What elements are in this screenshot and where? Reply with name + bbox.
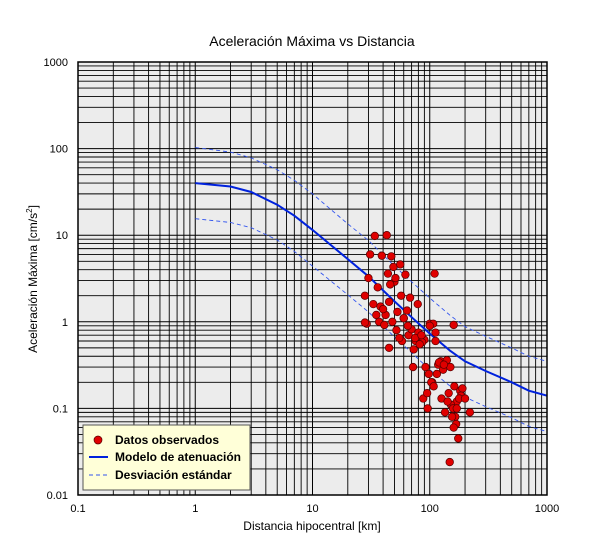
legend-label-model: Modelo de atenuación	[115, 450, 241, 464]
data-point	[402, 306, 412, 315]
data-point	[373, 283, 382, 292]
legend-marker-observed	[93, 435, 103, 445]
observed-points	[360, 231, 475, 467]
data-point	[378, 304, 388, 314]
y-tick-label: 10	[56, 230, 68, 242]
data-point	[445, 457, 454, 467]
data-point	[360, 318, 370, 327]
series-layer	[195, 147, 547, 467]
data-point	[369, 299, 378, 309]
x-tick-label: 0.1	[70, 503, 85, 515]
data-point	[365, 250, 375, 259]
data-point	[384, 297, 394, 306]
legend: Datos observados Modelo de atenuación Desv…	[82, 424, 251, 491]
legend-box	[82, 424, 251, 491]
y-tick-label: 0.01	[47, 490, 68, 502]
data-point	[370, 231, 379, 241]
legend-label-std: Desviación estándar	[115, 468, 232, 482]
grid	[78, 62, 547, 495]
data-point	[413, 299, 422, 309]
data-point	[387, 252, 396, 261]
chart-title: Aceleración Máxima vs Distancia	[209, 33, 415, 49]
data-point	[422, 389, 432, 398]
data-point	[440, 408, 450, 417]
data-point	[450, 382, 459, 391]
data-point	[360, 291, 370, 300]
data-point	[454, 434, 463, 443]
data-point	[444, 389, 453, 398]
data-point	[401, 270, 410, 279]
y-tick-label: 1000	[44, 57, 68, 69]
data-point	[380, 320, 389, 330]
data-point	[377, 251, 386, 260]
data-point	[424, 369, 433, 379]
legend-label-observed: Datos observados	[115, 433, 219, 447]
data-point	[439, 360, 449, 369]
data-point	[443, 397, 452, 406]
data-point	[386, 280, 395, 289]
data-point	[393, 307, 402, 317]
data-point	[399, 314, 408, 323]
model-line	[195, 182, 547, 397]
data-point	[423, 404, 432, 413]
y-tick-label: 1	[62, 317, 68, 329]
data-point	[409, 345, 418, 354]
data-point	[383, 269, 393, 278]
data-point	[447, 412, 457, 421]
data-point	[408, 362, 418, 372]
data-point	[431, 328, 440, 337]
data-point	[403, 321, 412, 330]
data-point	[405, 293, 415, 302]
data-point	[384, 343, 394, 353]
x-tick-label: 1000	[535, 503, 559, 515]
data-point	[395, 333, 404, 343]
x-tick-label: 100	[421, 503, 439, 515]
data-point	[388, 317, 397, 326]
x-tick-label: 1	[192, 503, 198, 515]
data-point	[449, 320, 458, 330]
data-point	[429, 382, 438, 391]
plot-area	[77, 61, 548, 496]
data-point	[465, 408, 475, 417]
data-point	[458, 384, 467, 393]
data-point	[415, 340, 424, 349]
data-point	[432, 369, 442, 379]
data-point	[392, 326, 401, 335]
y-tick-label: 100	[50, 144, 68, 156]
plot-frame	[77, 61, 548, 496]
data-point	[391, 273, 400, 283]
data-point	[421, 362, 430, 372]
data-point	[364, 273, 373, 283]
data-point	[460, 394, 470, 403]
data-point	[425, 321, 434, 330]
data-point	[396, 291, 406, 300]
y-tick-label: 0.1	[53, 403, 68, 415]
x-tick-label: 10	[306, 503, 318, 515]
data-point	[430, 269, 439, 278]
data-point	[372, 310, 381, 320]
data-point	[382, 231, 391, 240]
data-point	[449, 423, 458, 432]
y-axis-label: Aceleración Máxima [cm/s2]	[25, 205, 40, 353]
x-axis-label: Distancia hipocentral [km]	[243, 519, 380, 533]
data-point	[396, 260, 405, 269]
data-point	[417, 331, 426, 340]
data-point	[431, 336, 440, 346]
data-point	[452, 404, 461, 413]
